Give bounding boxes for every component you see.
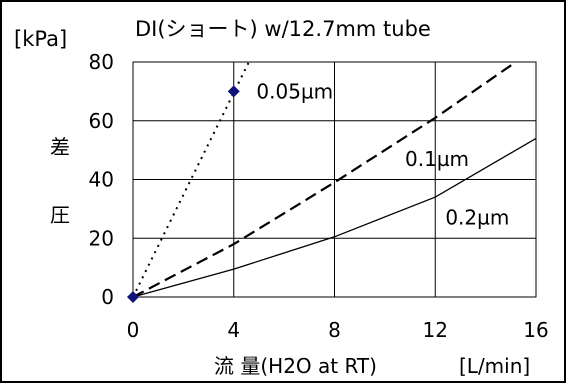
chart-title: DI(ショート) w/12.7mm tube <box>135 17 431 41</box>
y-axis-label-char-1: 差 <box>50 135 70 159</box>
grid <box>132 61 537 298</box>
x-tick-label: 8 <box>328 318 341 342</box>
series-line-dotted <box>132 61 250 298</box>
y-axis-label-char-2: 圧 <box>50 203 70 227</box>
x-tick-label: 12 <box>423 318 448 342</box>
y-tick-label: 40 <box>89 168 114 192</box>
axis-ticks: 0 4 8 12 16 0 20 40 60 80 <box>89 50 549 342</box>
y-tick-label: 80 <box>89 50 114 74</box>
x-unit-label: [L/min] <box>459 354 530 378</box>
series-line-dashed <box>132 61 517 298</box>
markers <box>127 85 240 303</box>
series-label-0-1um: 0.1µm <box>405 147 469 171</box>
plot-border <box>132 61 537 298</box>
y-tick-label: 60 <box>89 109 114 133</box>
y-tick-label: 20 <box>89 226 114 250</box>
data-point-marker-0 <box>127 291 139 303</box>
series-line-solid <box>132 137 537 298</box>
data-point-marker-1 <box>227 85 240 98</box>
y-unit-label: [kPa] <box>14 27 67 51</box>
series-labels: 0.05µm 0.1µm 0.2µm <box>256 79 509 229</box>
series <box>132 61 537 298</box>
series-label-0-2um: 0.2µm <box>445 206 509 230</box>
y-tick-label: 0 <box>101 285 114 309</box>
x-tick-label: 0 <box>127 318 140 342</box>
series-label-0-05um: 0.05µm <box>256 79 333 103</box>
x-axis-label: 流 量(H2O at RT) <box>214 354 377 378</box>
x-tick-label: 4 <box>227 318 240 342</box>
x-tick-label: 16 <box>523 318 548 342</box>
